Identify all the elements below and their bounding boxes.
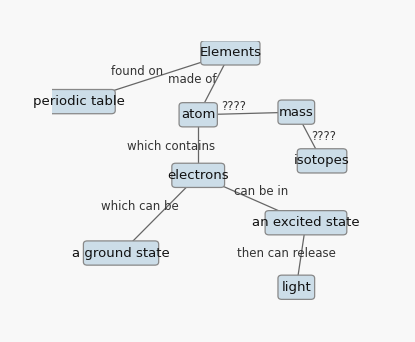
FancyBboxPatch shape	[278, 100, 315, 124]
Text: ????: ????	[221, 100, 246, 113]
FancyBboxPatch shape	[201, 41, 260, 65]
Text: light: light	[281, 281, 311, 294]
FancyBboxPatch shape	[83, 241, 159, 265]
FancyBboxPatch shape	[179, 103, 217, 127]
Text: which contains: which contains	[127, 140, 215, 153]
Text: an excited state: an excited state	[252, 216, 360, 229]
Text: which can be: which can be	[101, 200, 179, 213]
Text: made of: made of	[168, 73, 216, 86]
Text: can be in: can be in	[234, 185, 288, 198]
FancyBboxPatch shape	[278, 275, 315, 299]
FancyBboxPatch shape	[265, 211, 347, 235]
Text: periodic table: periodic table	[33, 95, 125, 108]
Text: mass: mass	[279, 106, 314, 119]
Text: atom: atom	[181, 108, 215, 121]
FancyBboxPatch shape	[43, 90, 115, 114]
Text: then can release: then can release	[237, 247, 335, 260]
Text: isotopes: isotopes	[294, 154, 350, 167]
Text: electrons: electrons	[167, 169, 229, 182]
Text: ????: ????	[311, 130, 336, 143]
Text: found on: found on	[111, 65, 163, 78]
FancyBboxPatch shape	[297, 149, 347, 173]
Text: Elements: Elements	[199, 47, 261, 60]
Text: a ground state: a ground state	[72, 247, 170, 260]
FancyBboxPatch shape	[172, 163, 225, 187]
